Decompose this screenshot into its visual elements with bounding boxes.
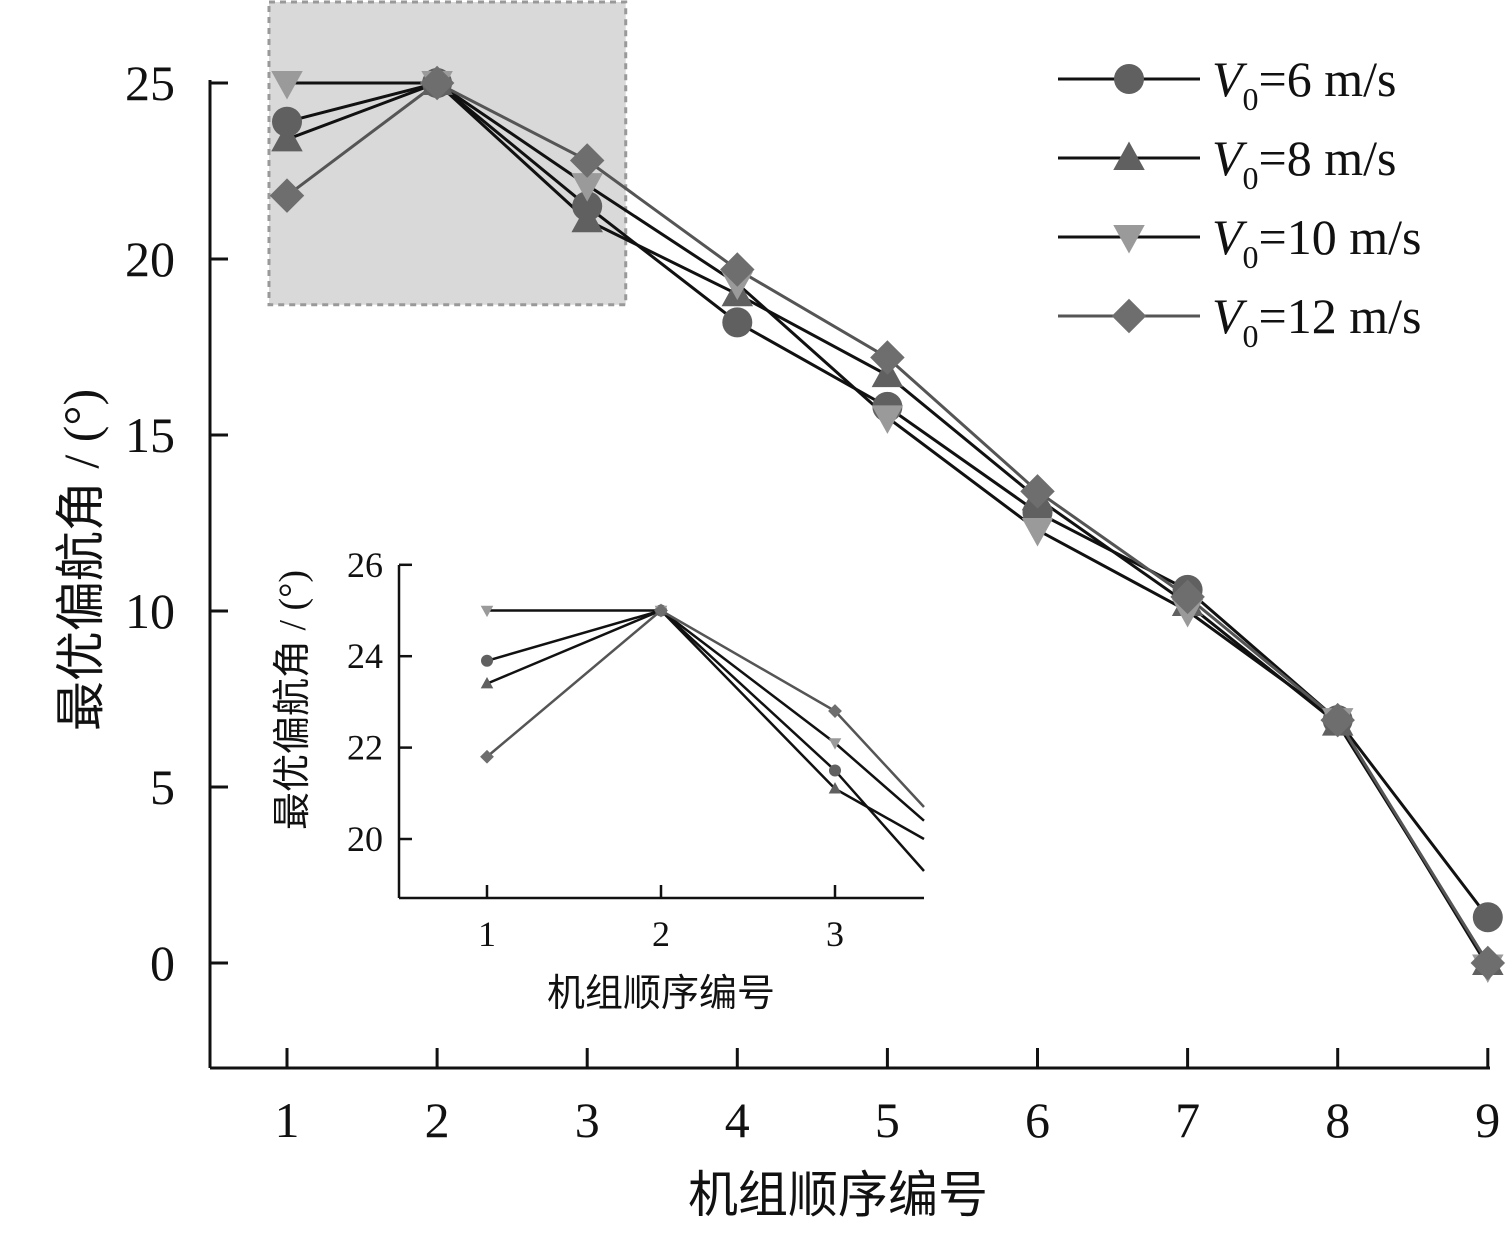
data-point (870, 340, 905, 375)
inset-data-point (829, 764, 841, 777)
x-tick-label: 7 (1175, 1092, 1200, 1148)
data-point (1020, 474, 1055, 509)
legend-label: V0=8 m/s (1212, 130, 1397, 196)
data-point (571, 173, 603, 202)
y-tick-label: 0 (150, 935, 175, 991)
x-tick-label: 1 (275, 1092, 300, 1148)
legend-marker (1111, 298, 1147, 334)
inset-series-markers-0 (481, 604, 841, 777)
inset-x-tick-label: 2 (652, 914, 670, 954)
data-point (271, 71, 303, 100)
data-point (722, 307, 753, 338)
x-axis-title: 机组顺序编号 (688, 1167, 988, 1223)
data-point (271, 122, 303, 152)
inset-plot: 20 22 24 26 1 2 3 机组顺序编号 最优偏航角 / (°) (272, 545, 925, 1015)
x-tick-label: 6 (1025, 1092, 1050, 1148)
data-point (419, 65, 455, 101)
data-point (272, 106, 302, 137)
data-point (1470, 945, 1506, 981)
inset-y-tick-label: 20 (347, 819, 383, 859)
inset-y-tick-label: 24 (347, 636, 383, 676)
inset-series-line-2 (487, 609, 925, 822)
x-tick-label: 2 (425, 1092, 450, 1148)
inset-x-axis-title: 机组顺序编号 (547, 973, 775, 1015)
inset-data-point (480, 677, 494, 689)
data-point (1170, 579, 1205, 615)
inset-series-line-1 (486, 609, 925, 841)
legend-marker (1113, 141, 1145, 170)
y-axis-title: 最优偏航角 / (°) (53, 389, 109, 731)
inset-series-markers-1 (480, 603, 842, 794)
y-tick-label: 15 (125, 407, 175, 463)
y-tick-label: 10 (125, 583, 175, 639)
data-point (1320, 702, 1355, 738)
x-tick-label: 4 (725, 1092, 750, 1148)
data-point (1021, 518, 1054, 547)
inset-series-markers-3 (480, 603, 842, 764)
x-tick-label: 3 (575, 1092, 600, 1148)
inset-data-point (481, 654, 493, 667)
x-tick-label: 8 (1325, 1092, 1350, 1148)
x-tick-label: 5 (875, 1092, 900, 1148)
x-tick-label: 9 (1475, 1092, 1500, 1148)
data-point (571, 203, 603, 233)
data-point (269, 178, 305, 213)
y-tick-label: 5 (150, 759, 175, 815)
inset-data-point (828, 738, 842, 750)
data-point (1472, 902, 1503, 933)
inset-y-tick-label: 22 (347, 728, 383, 768)
y-tick-label: 20 (125, 231, 175, 287)
legend: V0=6 m/s V0=8 m/s V0=10 m/s V0=12 m/s (1058, 51, 1422, 354)
inset-series-line-3 (486, 608, 925, 808)
legend-marker (1113, 225, 1145, 254)
inset-data-point (828, 782, 842, 794)
inset-data-point (654, 603, 668, 618)
legend-marker (1114, 64, 1144, 94)
inset-data-point (480, 605, 494, 618)
inset-y-axis-title: 最优偏航角 / (°) (272, 570, 314, 830)
data-point (569, 143, 605, 178)
inset-data-point (480, 749, 494, 764)
y-tick-label: 25 (125, 55, 175, 111)
inset-x-tick-label: 1 (478, 914, 496, 954)
data-point (720, 252, 755, 287)
zoom-highlight-region (267, 0, 628, 307)
series-markers-3 (269, 65, 1506, 981)
legend-label: V0=10 m/s (1212, 209, 1422, 275)
data-point (871, 405, 904, 434)
inset-data-point (828, 704, 842, 718)
inset-x-tick-label: 3 (826, 914, 844, 954)
legend-label: V0=6 m/s (1212, 51, 1397, 117)
inset-y-tick-label: 26 (347, 545, 383, 585)
inset-series-line-0 (486, 609, 925, 872)
legend-label: V0=12 m/s (1212, 288, 1422, 354)
